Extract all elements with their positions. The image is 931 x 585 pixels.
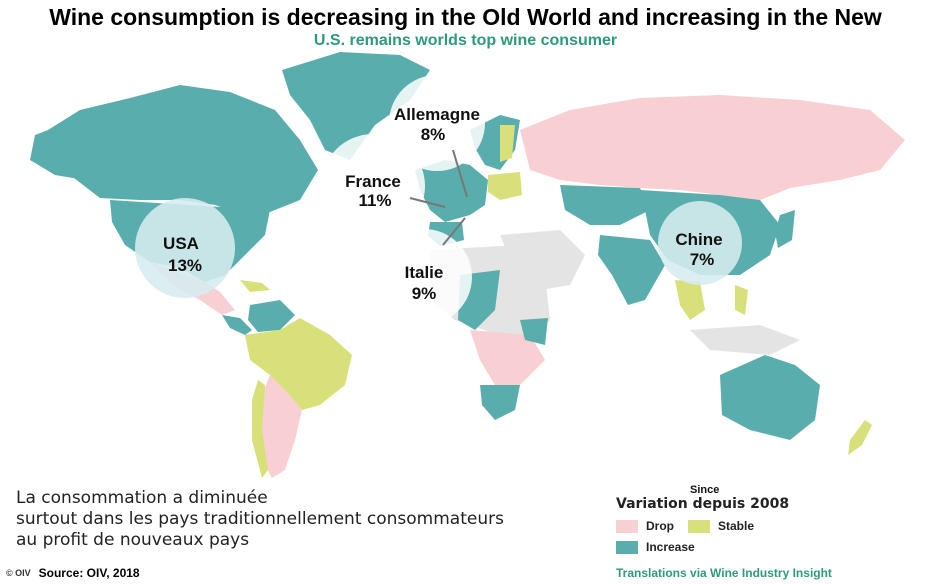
legend-stable-label: Stable [718,519,755,533]
indonesia-region [690,325,800,355]
legend-drop: Drop [616,519,674,533]
map-subtitle: U.S. remains worlds top wine consumer [313,32,618,49]
bubble-usa-share: 13% [168,256,202,275]
bubble-allemagne-share: 8% [421,125,446,144]
caption: La consommation a diminuée surtout dans … [16,488,504,551]
central-america-region [222,315,252,335]
central-asia-region [560,185,650,225]
legend-increase-swatch [616,540,638,554]
southeast-asia-region [675,280,705,320]
western-europe-region [415,160,488,222]
bubble-usa-country: USA [163,234,199,253]
northern-south-america-region [248,300,295,332]
india-region [598,235,665,305]
legend-increase: Increase [616,540,695,554]
caption-line-3: au profit de nouveaux pays [16,530,250,550]
bubble-chine: Chine 7% [658,201,742,285]
canada-region [40,85,318,215]
philippines-region [735,285,748,315]
legend-drop-label: Drop [646,519,674,533]
legend-stable-swatch [688,519,710,533]
east-africa-region [520,318,548,345]
bubble-usa: USA 13% [135,198,235,298]
bubble-allemagne: Allemagne 8% [389,75,485,171]
chile-region [252,380,268,478]
argentina-region [260,375,302,478]
bubble-chine-share: 7% [690,250,715,269]
bubble-allemagne-country: Allemagne [394,105,480,124]
bubble-italie-country: Italie [405,263,444,282]
central-africa-region [470,330,545,385]
translations-credit: Translations via Wine Industry Insight [616,566,832,580]
legend-drop-swatch [616,519,638,533]
southern-africa-region [480,385,520,420]
legend-since: Since [690,484,720,496]
bubble-france-share: 11% [358,191,391,210]
map-title: Wine consumption is decreasing in the Ol… [49,4,882,30]
oiv-logo: © OIV [6,568,31,578]
australia-region [720,355,820,440]
source-text: Source: OIV, 2018 [38,566,140,580]
bubble-italie-share: 9% [412,284,437,303]
japan-region [775,210,795,248]
caribbean-region [240,280,270,292]
leader-line-france [409,197,446,208]
legend-stable: Stable [688,519,754,533]
sweden-region [500,125,515,162]
bubble-france-country: France [345,172,401,191]
leader-line-italie [442,217,466,246]
russia-region [520,95,905,200]
source-line: © OIV Source: OIV, 2018 [6,566,140,580]
caption-line-2: surtout dans les pays traditionnellement… [16,509,504,529]
new-zealand-region [848,420,872,455]
alaska-region [30,120,95,180]
greenland-region [282,52,430,160]
leader-line-allemagne [452,149,468,198]
legend-increase-label: Increase [646,540,695,554]
legend-title: Variation depuis 2008 [616,496,790,512]
bubble-france: France 11% [321,134,425,238]
brazil-region [245,318,352,410]
bubble-chine-country: Chine [675,230,722,249]
eastern-europe-region [488,172,522,200]
caption-line-1: La consommation a diminuée [16,488,268,508]
bubble-italie: Italie 9% [376,229,472,325]
